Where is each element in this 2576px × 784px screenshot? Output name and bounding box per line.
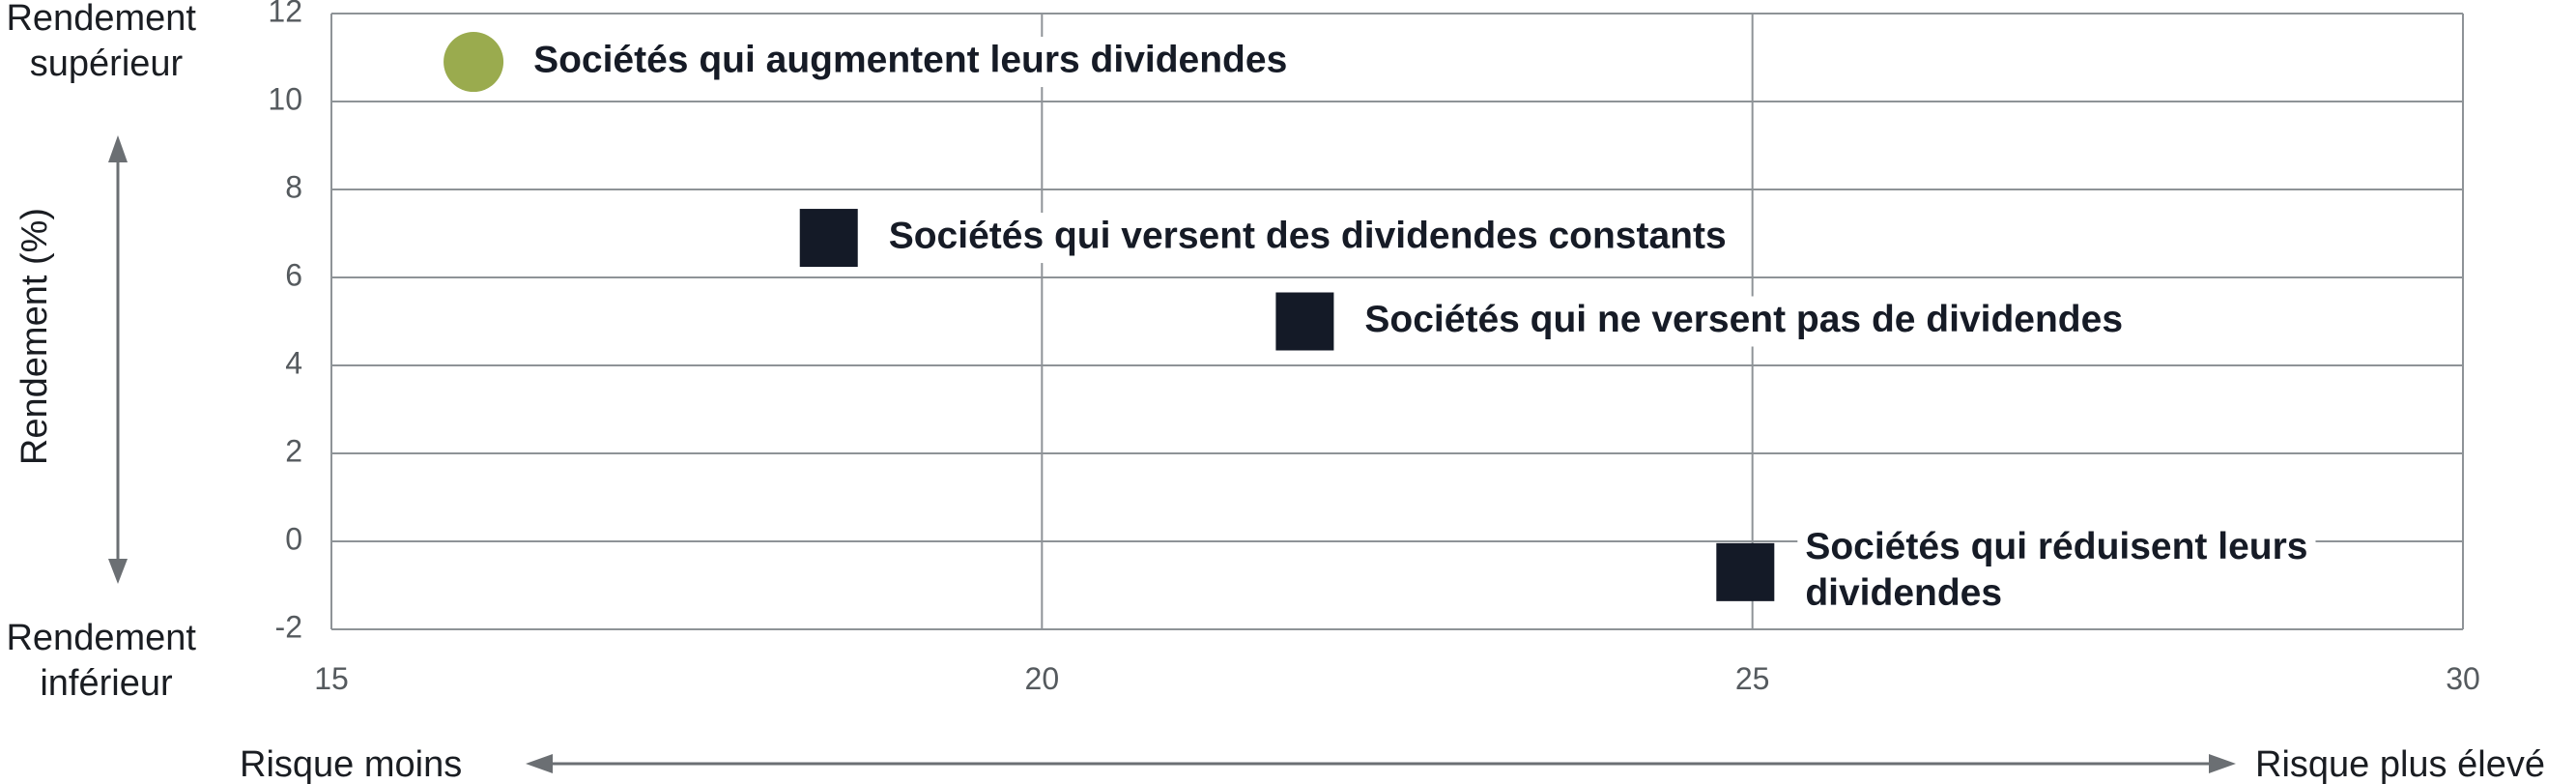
data-point-square xyxy=(1275,292,1334,351)
x-tick-label: 20 xyxy=(1025,661,1060,696)
y-tick-label: 8 xyxy=(285,169,302,204)
data-point-circle xyxy=(444,32,504,93)
point-label-background xyxy=(880,213,1734,264)
lower-risk-label: Risque moins xyxy=(240,744,462,784)
y-tick-label: 6 xyxy=(285,257,302,292)
x-tick-label: 25 xyxy=(1735,661,1770,696)
point-label-background xyxy=(1797,523,2316,621)
data-point-square xyxy=(1716,542,1775,601)
x-tick-label: 30 xyxy=(2446,661,2480,696)
data-point-square xyxy=(799,209,858,268)
y-tick-label: 0 xyxy=(285,521,302,556)
y-axis-label: Rendement (%) xyxy=(14,208,55,465)
x-tick-label: 15 xyxy=(314,661,349,696)
grid xyxy=(330,13,2464,630)
point-label: Sociétés qui ne versent pas de dividende… xyxy=(1364,299,2123,340)
y-tick-label: 12 xyxy=(268,0,302,28)
point-label-background xyxy=(526,37,1296,88)
lower-return-label: Rendement inférieur xyxy=(6,618,206,704)
y-tick-label: 4 xyxy=(285,345,302,380)
y-direction-arrow xyxy=(108,135,128,584)
point-label: Sociétés qui versent des dividendes cons… xyxy=(889,215,1727,256)
y-tick-label: -2 xyxy=(275,609,302,644)
higher-return-label: Rendement supérieur xyxy=(6,0,206,84)
y-tick-label: 10 xyxy=(268,81,302,116)
point-label-background xyxy=(1357,296,2132,347)
higher-risk-label: Risque plus élevé xyxy=(2255,744,2545,784)
point-label: Sociétés qui réduisent leurs dividendes xyxy=(1805,526,2307,614)
x-direction-arrow xyxy=(526,754,2236,773)
point-label: Sociétés qui augmentent leurs dividendes xyxy=(533,39,1287,80)
y-tick-label: 2 xyxy=(285,433,302,468)
data-points: Sociétés qui augmentent leurs dividendes… xyxy=(444,32,2316,621)
